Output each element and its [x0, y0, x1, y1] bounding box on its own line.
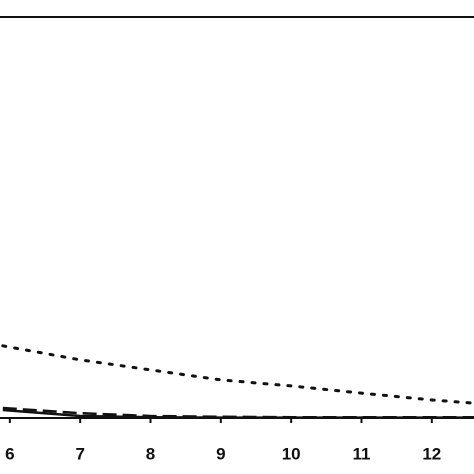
x-tick-label: 10	[282, 444, 301, 463]
series-line	[1, 344, 474, 405]
x-tick-label: 8	[146, 444, 155, 463]
x-tick-label: 11	[352, 444, 370, 463]
x-tick-label: 12	[422, 444, 441, 463]
series-line	[2, 408, 474, 419]
x-tick-label: 9	[216, 444, 225, 463]
x-tick-label: 7	[75, 444, 84, 463]
x-tick-label: 6	[5, 444, 14, 463]
